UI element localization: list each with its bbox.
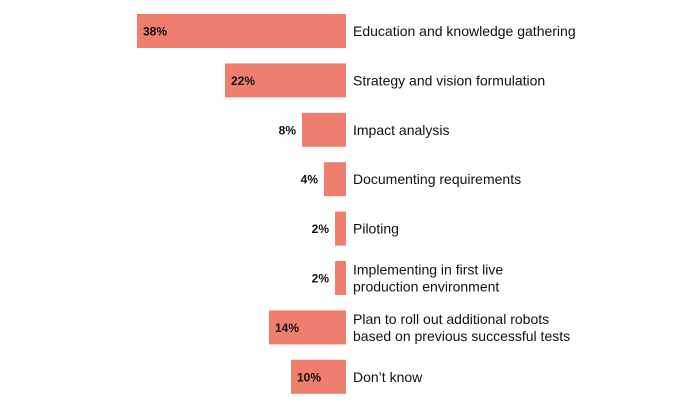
category-label-6: Implementing in first live production env… — [353, 262, 503, 295]
category-label-8: Don’t know — [353, 369, 423, 385]
bar-value-label-8: 10% — [297, 370, 321, 384]
bar-5 — [335, 211, 346, 246]
bar-value-label-4: 4% — [301, 173, 319, 187]
category-label-3: Impact analysis — [353, 122, 449, 138]
category-label-line: Don’t know — [353, 369, 423, 385]
category-label-1: Education and knowledge gathering — [353, 23, 576, 39]
bar-value-label-3: 8% — [279, 123, 297, 137]
category-label-line: Education and knowledge gathering — [353, 23, 576, 39]
bar-6 — [335, 261, 346, 295]
bar-value-label-2: 22% — [231, 74, 255, 88]
category-label-line: Piloting — [353, 221, 399, 237]
category-label-line: Plan to roll out additional robots — [353, 311, 549, 327]
bar-2 — [225, 63, 346, 98]
bar-value-label-5: 2% — [312, 222, 330, 236]
category-label-4: Documenting requirements — [353, 171, 521, 187]
category-label-line: production environment — [353, 279, 499, 295]
bar-7 — [269, 310, 346, 345]
bar-4 — [324, 162, 346, 197]
bar-8 — [291, 359, 346, 394]
category-label-line: Implementing in first live — [353, 262, 503, 278]
bar-1 — [137, 14, 346, 48]
bar-3 — [302, 112, 346, 147]
category-label-line: Documenting requirements — [353, 171, 521, 187]
value-labels-group: 38% 22% 8% 4% 2% 2% 14% 10% — [143, 25, 329, 385]
category-labels-group: Education and knowledge gathering Strateg… — [353, 23, 576, 385]
category-label-2: Strategy and vision formulation — [353, 72, 545, 88]
category-label-7: Plan to roll out additional robots based … — [353, 311, 570, 344]
bars-group — [137, 14, 346, 394]
category-label-line: Impact analysis — [353, 122, 449, 138]
category-label-line: based on previous successful tests — [353, 328, 570, 344]
category-label-5: Piloting — [353, 221, 399, 237]
bar-value-label-6: 2% — [312, 272, 330, 286]
bar-value-label-7: 14% — [275, 321, 299, 335]
category-label-line: Strategy and vision formulation — [353, 72, 545, 88]
bar-value-label-1: 38% — [143, 25, 167, 39]
